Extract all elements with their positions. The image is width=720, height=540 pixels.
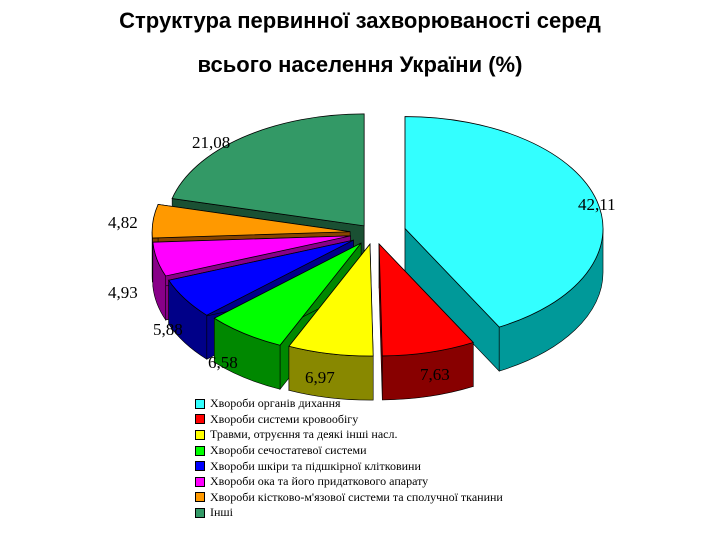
- legend-swatch-3: [195, 445, 205, 456]
- chart-title-line1: Структура первинної захворюваності серед: [119, 8, 601, 33]
- legend-swatch-2: [195, 429, 205, 440]
- legend-label-6: Хвороби кістково-м'язової системи та спо…: [210, 489, 503, 504]
- data-label-4: 5,88: [153, 320, 183, 339]
- legend-item-7: Інші: [195, 505, 595, 521]
- data-label-5: 4,93: [108, 283, 138, 302]
- legend-swatch-1: [195, 414, 205, 425]
- legend-label-2: Травми, отруєння та деякі інші насл.: [210, 427, 398, 442]
- legend-swatch-6: [195, 492, 205, 503]
- legend-label-3: Хвороби сечостатевої системи: [210, 443, 367, 458]
- legend-swatch-5: [195, 476, 205, 487]
- legend-swatch-4: [195, 461, 205, 472]
- pie-slice-7: [171, 113, 365, 227]
- pie-slice-6: [151, 203, 351, 239]
- legend-swatch-0: [195, 398, 205, 409]
- data-label-2: 6,97: [305, 368, 335, 387]
- legend-label-1: Хвороби системи кровообігу: [210, 411, 359, 426]
- pie-slice-3: [213, 242, 362, 346]
- legend-label-0: Хвороби органів дихання: [210, 396, 341, 411]
- legend-item-0: Хвороби органів дихання: [195, 396, 595, 412]
- data-label-3: 6,58: [208, 353, 238, 372]
- legend-item-3: Хвороби сечостатевої системи: [195, 443, 595, 459]
- pie-slice-4: [168, 239, 354, 316]
- pie-slice-0: [404, 116, 604, 328]
- data-label-7: 21,08: [192, 133, 230, 152]
- legend-label-7: Інші: [210, 505, 233, 520]
- legend-item-6: Хвороби кістково-м'язової системи та спо…: [195, 490, 595, 506]
- pie-slice-5: [152, 235, 351, 277]
- chart-legend: Хвороби органів дихання Хвороби системи к…: [195, 396, 595, 521]
- pie-slice-1: [378, 242, 474, 357]
- legend-item-1: Хвороби системи кровообігу: [195, 412, 595, 428]
- legend-label-4: Хвороби шкіри та підшкірної клітковини: [210, 458, 421, 473]
- data-label-1: 7,63: [420, 365, 450, 384]
- legend-swatch-7: [195, 507, 205, 518]
- legend-label-5: Хвороби ока та його придаткового апарату: [210, 474, 429, 489]
- chart-title-line2: всього населення України (%): [197, 52, 523, 77]
- legend-item-4: Хвороби шкіри та підшкірної клітковини: [195, 458, 595, 474]
- data-label-6: 4,82: [108, 213, 138, 232]
- legend-item-5: Хвороби ока та його придаткового апарату: [195, 474, 595, 490]
- legend-item-2: Травми, отруєння та деякі інші насл.: [195, 427, 595, 443]
- pie-slice-2: [288, 242, 374, 357]
- data-label-0: 42,11: [578, 195, 616, 214]
